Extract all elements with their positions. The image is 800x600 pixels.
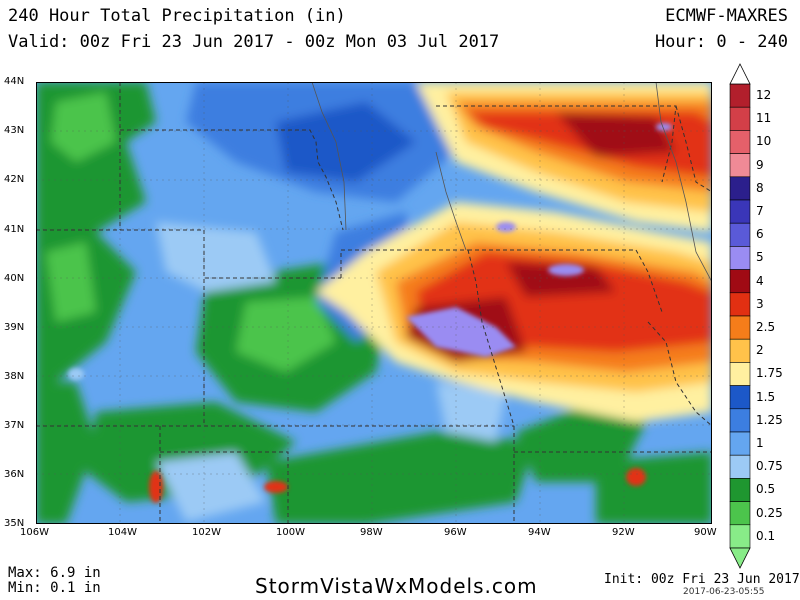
legend-swatch xyxy=(729,199,751,224)
legend-swatch xyxy=(729,338,751,363)
legend-level-label: 7 xyxy=(756,204,764,218)
legend-level-label: 1 xyxy=(756,436,764,450)
lat-label: 44N xyxy=(4,76,25,87)
legend-swatch xyxy=(729,478,751,502)
legend-swatch xyxy=(729,431,751,456)
legend-level-label: 1.5 xyxy=(756,389,776,404)
map-title: 240 Hour Total Precipitation (in) xyxy=(8,6,346,26)
valid-period: Valid: 00z Fri 23 Jun 2017 - 00z Mon 03 … xyxy=(8,32,500,52)
lat-label: 35N xyxy=(4,518,25,529)
precip-color-legend xyxy=(729,63,751,569)
max-value: Max: 6.9 in xyxy=(8,565,101,581)
lon-label: 102W xyxy=(192,527,221,538)
model-name: ECMWF-MAXRES xyxy=(665,6,788,26)
legend-swatch xyxy=(729,362,751,386)
lat-label: 37N xyxy=(4,420,25,431)
lon-label: 96W xyxy=(444,527,467,538)
legend-level-label: 2 xyxy=(756,343,764,358)
precipitation-map xyxy=(36,82,712,524)
legend-level-label: 0.75 xyxy=(756,459,783,474)
legend-level-label: 1.75 xyxy=(756,366,783,381)
legend-level-label: 1.25 xyxy=(756,412,783,427)
graticule xyxy=(36,82,712,524)
brand-watermark: StormVistaWxModels.com xyxy=(255,574,538,598)
legend-level-label: 6 xyxy=(756,227,764,242)
legend-swatch xyxy=(729,524,751,549)
lat-label: 41N xyxy=(4,224,25,235)
legend-swatch xyxy=(729,408,751,433)
legend-level-label: 12 xyxy=(756,88,772,102)
lon-label: 90W xyxy=(694,527,717,538)
lat-label: 36N xyxy=(4,469,25,480)
legend-level-label: 3 xyxy=(756,296,764,311)
legend-level-label: 11 xyxy=(756,111,772,126)
legend-swatch xyxy=(729,222,751,247)
init-time: Init: 00z Fri 23 Jun 2017 xyxy=(604,572,800,587)
generation-timestamp: 2017-06-23-05:55 xyxy=(683,587,765,597)
legend-level-label: 4 xyxy=(756,273,764,288)
min-value: Min: 0.1 in xyxy=(8,580,101,596)
legend-level-label: 0.25 xyxy=(756,505,783,520)
lon-label: 98W xyxy=(360,527,383,538)
forecast-hour-range: Hour: 0 - 240 xyxy=(654,32,788,52)
legend-swatch xyxy=(729,130,751,154)
lon-label: 104W xyxy=(108,527,137,538)
lat-label: 42N xyxy=(4,174,25,185)
lat-label: 40N xyxy=(4,273,25,284)
lon-label: 94W xyxy=(528,527,551,538)
legend-swatch xyxy=(729,315,751,340)
legend-swatch xyxy=(729,454,751,479)
lat-label: 39N xyxy=(4,322,25,333)
legend-level-label: 5 xyxy=(756,250,764,265)
legend-level-label: 10 xyxy=(756,134,772,149)
lat-label: 43N xyxy=(4,125,25,136)
legend-swatch xyxy=(729,106,751,131)
legend-swatch xyxy=(729,83,751,108)
lon-label: 100W xyxy=(276,527,305,538)
legend-level-label: 8 xyxy=(756,180,764,195)
legend-level-label: 2.5 xyxy=(756,320,776,334)
legend-swatch xyxy=(729,385,751,410)
legend-swatch xyxy=(729,269,751,294)
legend-swatch xyxy=(729,176,751,201)
precip-peaks xyxy=(68,123,672,503)
lat-label: 38N xyxy=(4,371,25,382)
lon-label: 92W xyxy=(612,527,635,538)
legend-level-label: 0.5 xyxy=(756,482,776,497)
legend-swatch xyxy=(729,292,751,317)
legend-swatch xyxy=(729,501,751,526)
legend-bottom-arrow xyxy=(729,547,751,569)
legend-top-arrow xyxy=(729,63,751,85)
legend-swatch xyxy=(729,246,751,270)
legend-level-label: 9 xyxy=(756,157,764,172)
legend-level-label: 0.1 xyxy=(756,528,776,543)
lon-label: 106W xyxy=(20,527,49,538)
legend-swatch xyxy=(729,153,751,178)
